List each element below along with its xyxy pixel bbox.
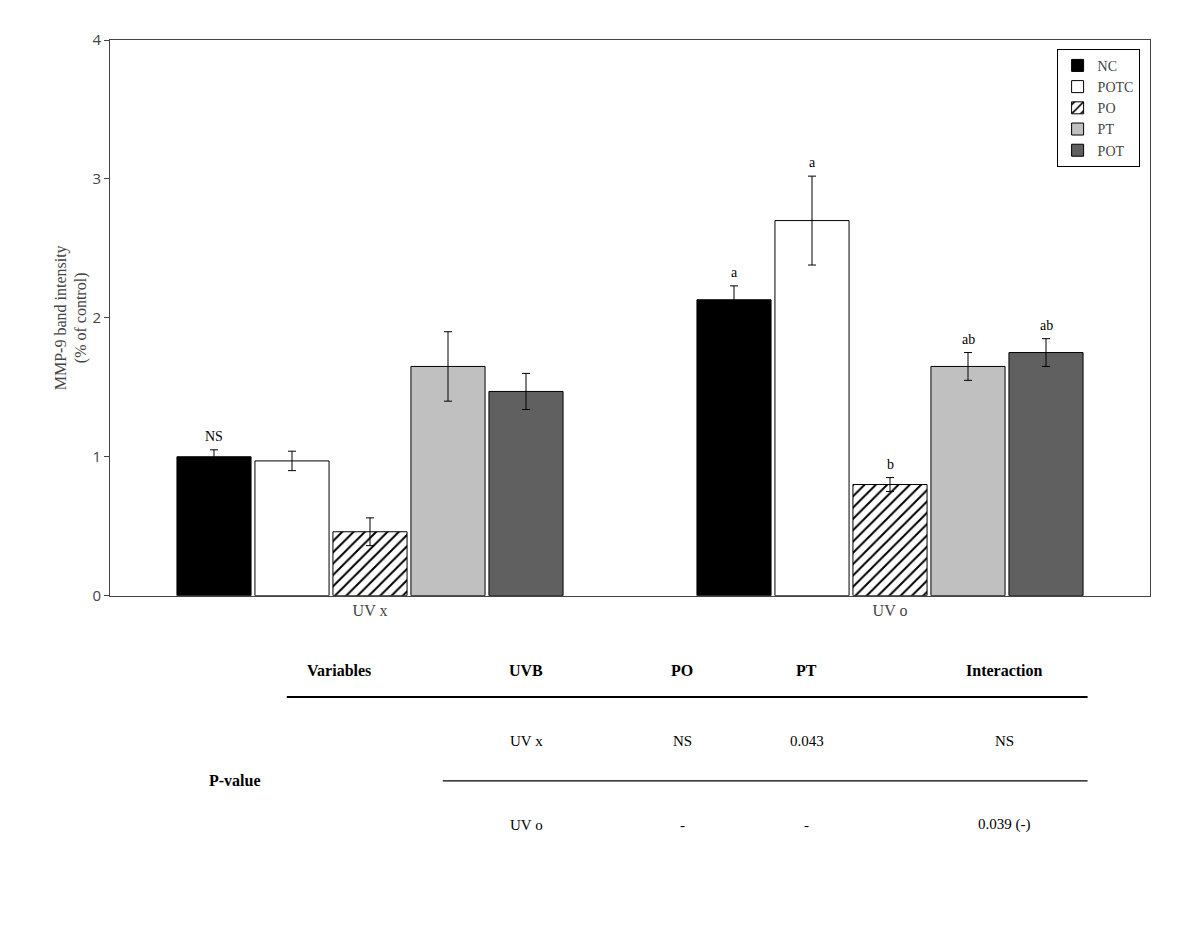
svg-text:P-value: P-value bbox=[209, 772, 261, 789]
svg-text:Variables: Variables bbox=[307, 662, 371, 679]
svg-text:a: a bbox=[731, 265, 738, 280]
svg-text:0: 0 bbox=[92, 585, 101, 605]
svg-text:4: 4 bbox=[92, 29, 101, 49]
svg-text:ab: ab bbox=[1040, 318, 1053, 333]
svg-text:PT: PT bbox=[796, 662, 817, 679]
svg-text:-: - bbox=[804, 817, 809, 833]
svg-text:MMP-9 band intensity(% of cont: MMP-9 band intensity(% of control) bbox=[52, 245, 91, 390]
svg-text:-: - bbox=[680, 817, 685, 833]
svg-text:UV x: UV x bbox=[510, 733, 543, 749]
svg-text:Interaction: Interaction bbox=[966, 662, 1043, 679]
svg-text:ab: ab bbox=[962, 332, 975, 347]
svg-text:POT: POT bbox=[1098, 144, 1125, 159]
svg-text:NS: NS bbox=[673, 733, 692, 749]
svg-text:PO: PO bbox=[1098, 101, 1116, 116]
svg-text:2: 2 bbox=[92, 307, 101, 327]
svg-text:0.043: 0.043 bbox=[790, 733, 824, 749]
svg-text:POTC: POTC bbox=[1098, 80, 1134, 95]
svg-text:3: 3 bbox=[92, 168, 101, 188]
svg-text:a: a bbox=[809, 155, 816, 170]
svg-text:PT: PT bbox=[1098, 122, 1115, 137]
svg-text:PO: PO bbox=[671, 662, 693, 679]
svg-text:b: b bbox=[887, 457, 894, 472]
svg-text:UV o: UV o bbox=[873, 602, 908, 619]
svg-text:NC: NC bbox=[1098, 59, 1117, 74]
svg-text:1: 1 bbox=[92, 446, 101, 466]
svg-text:UV x: UV x bbox=[353, 602, 388, 619]
svg-text:NS: NS bbox=[205, 429, 223, 444]
svg-text:0.039 (-): 0.039 (-) bbox=[978, 816, 1031, 833]
svg-text:UVB: UVB bbox=[509, 662, 543, 679]
svg-text:UV o: UV o bbox=[510, 817, 543, 833]
svg-text:NS: NS bbox=[995, 733, 1014, 749]
